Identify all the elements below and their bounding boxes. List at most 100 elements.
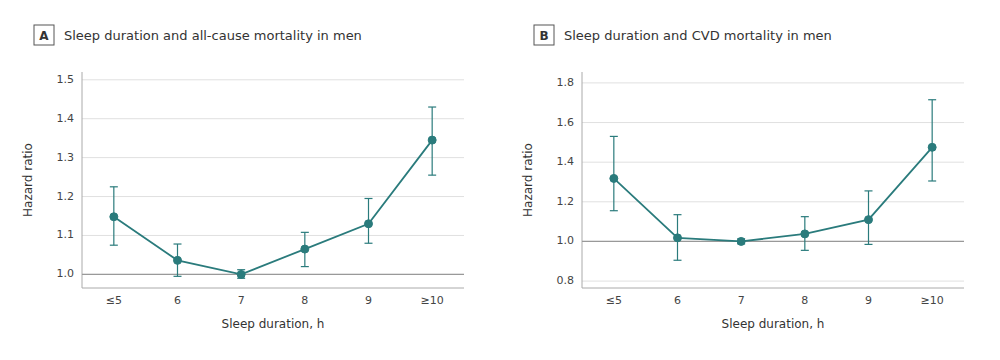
error-bar: [674, 215, 682, 261]
x-tick-label: 8: [801, 294, 808, 307]
error-bar-cap-low: [365, 243, 373, 244]
point: [674, 234, 682, 242]
x-tick-label: 7: [738, 294, 745, 307]
grid-line: [582, 162, 964, 163]
error-bar: [928, 100, 936, 181]
x-tick-label: ≥10: [921, 294, 944, 307]
x-tick-label: 7: [238, 294, 245, 307]
y-tick-label: 1.4: [557, 155, 575, 168]
error-bar-cap-high: [674, 214, 682, 215]
error-bar-cap-low: [428, 175, 436, 176]
x-tick-label: 8: [301, 294, 308, 307]
y-axis-label: Hazard ratio: [521, 143, 535, 217]
point: [928, 143, 936, 151]
error-bar: [174, 244, 182, 276]
point: [174, 256, 182, 264]
point: [428, 136, 436, 144]
grid-line: [82, 274, 464, 275]
error-bar: [801, 217, 809, 251]
error-bar-cap-high: [865, 190, 873, 191]
y-tick-label: 1.6: [557, 116, 575, 129]
reference-line: [582, 241, 964, 242]
error-bar: [237, 270, 245, 279]
error-bar: [428, 107, 436, 175]
error-bar-stem: [932, 100, 933, 181]
plot-area: [582, 100, 964, 261]
grid-line: [82, 196, 464, 197]
error-bar: [865, 191, 873, 245]
x-tick-label: ≤5: [606, 294, 622, 307]
x-tick-label: 9: [365, 294, 372, 307]
error-bar-cap-high: [301, 232, 309, 233]
error-bar-cap-low: [928, 180, 936, 181]
error-bar-cap-high: [365, 198, 373, 199]
grid-line: [582, 82, 964, 83]
y-tick-label: 1.3: [57, 151, 75, 164]
y-tick-label: 1.8: [557, 76, 575, 89]
reference-line: [82, 274, 464, 275]
grid-line: [82, 79, 464, 80]
error-bar-cap-high: [610, 136, 618, 137]
error-bar: [610, 136, 618, 210]
x-axis-label: Sleep duration, h: [722, 317, 825, 331]
y-tick-label: 1.0: [557, 234, 575, 247]
y-tick-label: 1.5: [57, 73, 75, 86]
point: [365, 220, 373, 228]
y-axis-label: Hazard ratio: [21, 143, 35, 217]
y-axis-line: [82, 72, 83, 288]
x-axis-label: Sleep duration, h: [222, 317, 325, 331]
series-line: [114, 140, 432, 274]
y-tick-label: 1.0: [57, 267, 75, 280]
grid-line: [582, 122, 964, 123]
point: [737, 237, 745, 245]
y-tick-label: 1.2: [57, 190, 75, 203]
y-tick-label: 1.4: [57, 112, 75, 125]
panel-label-box: [34, 25, 54, 45]
grid-line: [582, 241, 964, 242]
title: Sleep duration and all-cause mortality i…: [64, 28, 362, 43]
plot-area: [82, 107, 464, 278]
error-bar-cap-high: [928, 99, 936, 100]
error-bar-cap-low: [301, 266, 309, 267]
error-bar-cap-high: [801, 216, 809, 217]
error-bar-cap-low: [801, 250, 809, 251]
error-bar: [301, 232, 309, 266]
error-bar-cap-high: [110, 186, 118, 187]
y-tick-label: 1.1: [57, 228, 75, 241]
series-line: [614, 147, 932, 241]
x-tick-label: 9: [865, 294, 872, 307]
error-bar-cap-high: [174, 243, 182, 244]
error-bar-cap-low: [610, 210, 618, 211]
error-bar-cap-low: [174, 276, 182, 277]
x-tick-label: 6: [174, 294, 181, 307]
point: [237, 270, 245, 278]
error-bar-stem: [613, 136, 614, 210]
x-axis-line: [582, 288, 964, 289]
error-bar-cap-low: [674, 260, 682, 261]
point: [110, 213, 118, 221]
x-tick-label: ≥10: [421, 294, 444, 307]
grid-line: [582, 281, 964, 282]
point: [801, 230, 809, 238]
figure: 1.0 1.1 1.2 1.3 1.4 1.5 ≤5 6 7 8 9 ≥10 Sleep duratio…: [0, 0, 1000, 360]
error-bar: [110, 187, 118, 245]
grid-line: [82, 157, 464, 158]
panel-label: A: [39, 29, 49, 43]
y-tick-label: 0.8: [557, 274, 575, 287]
error-bar-cap-low: [110, 245, 118, 246]
x-axis-line: [82, 288, 464, 289]
y-axis-line: [582, 72, 583, 288]
panel-label: B: [539, 29, 548, 43]
point: [301, 245, 309, 253]
x-tick-label: ≤5: [106, 294, 122, 307]
grid-line: [82, 118, 464, 119]
panel-label-box: [534, 25, 554, 45]
point: [610, 174, 618, 182]
error-bar-cap-low: [865, 244, 873, 245]
error-bar: [365, 198, 373, 243]
panel: 1.0 1.1 1.2 1.3 1.4 1.5 ≤5 6 7 8 9 ≥10 Sleep duratio…: [21, 25, 464, 331]
x-tick-label: 6: [674, 294, 681, 307]
y-tick-label: 1.2: [557, 195, 575, 208]
error-bar-cap-high: [428, 106, 436, 107]
title: Sleep duration and CVD mortality in men: [564, 28, 832, 43]
